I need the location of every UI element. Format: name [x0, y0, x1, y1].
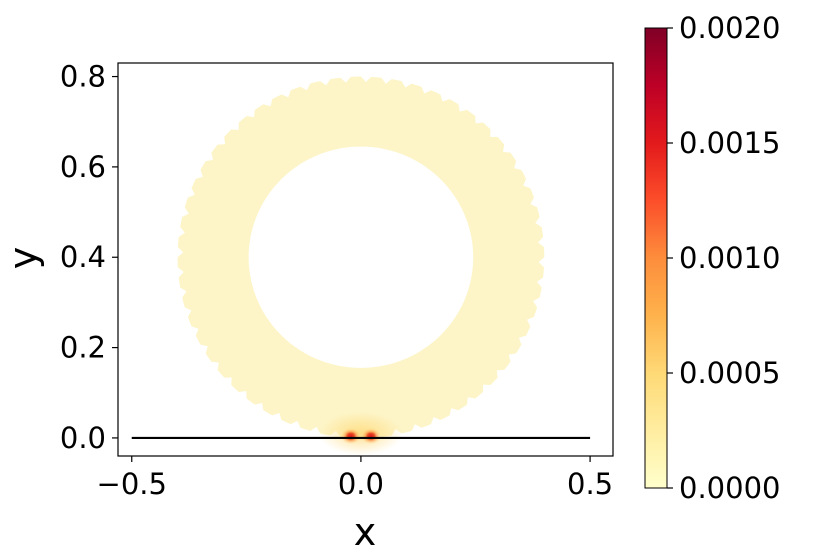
- colorbar-tick-label-1: 0.0000: [679, 471, 780, 505]
- y-axis-label: y: [1, 247, 45, 270]
- x-tick-label-2: 0.0: [338, 467, 384, 501]
- colorbar: 0.0000 0.0005 0.0010 0.0015 0.0020: [644, 11, 780, 505]
- axes-frame: [117, 62, 614, 457]
- hotspot-2: [361, 428, 381, 445]
- y-tick-label-1: 0.0: [60, 421, 106, 455]
- x-axis: −0.5 0.0 0.5: [97, 456, 613, 501]
- plot-area: [131, 76, 591, 456]
- hotspot-group: [318, 411, 403, 456]
- field-annulus: [177, 76, 545, 438]
- y-axis: 0.0 0.2 0.4 0.6 0.8: [60, 60, 118, 455]
- colorbar-tick-label-5: 0.0020: [679, 11, 780, 45]
- colorbar-tick-label-2: 0.0005: [679, 356, 780, 390]
- x-axis-label: x: [354, 510, 377, 554]
- x-tick-label-1: −0.5: [97, 467, 167, 501]
- x-tick-label-3: 0.5: [567, 467, 613, 501]
- hotspot-1: [340, 428, 361, 445]
- colorbar-ticks: 0.0000 0.0005 0.0010 0.0015 0.0020: [667, 11, 780, 505]
- colorbar-tick-label-3: 0.0010: [679, 241, 780, 275]
- y-tick-label-3: 0.4: [60, 240, 106, 274]
- y-tick-label-2: 0.2: [60, 331, 106, 365]
- colorbar-tick-label-4: 0.0015: [679, 126, 780, 160]
- colorbar-scale: [644, 27, 668, 489]
- contact-glow: [318, 411, 403, 456]
- y-tick-label-4: 0.6: [60, 150, 106, 184]
- y-tick-label-5: 0.8: [60, 60, 106, 94]
